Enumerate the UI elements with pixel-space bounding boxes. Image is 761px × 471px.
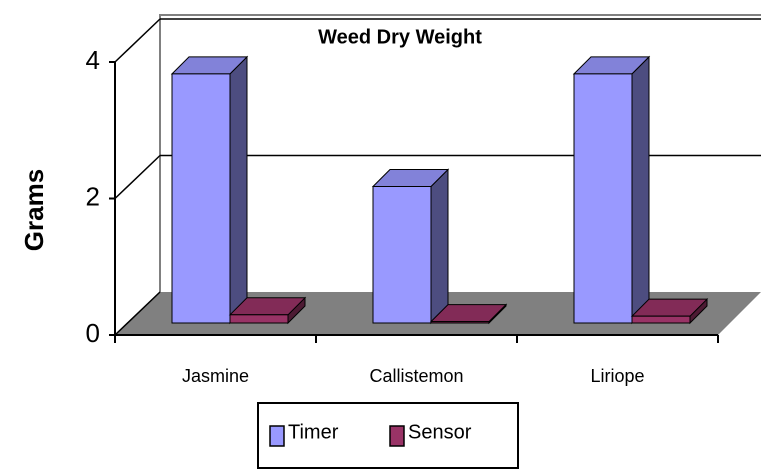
bar <box>371 168 450 325</box>
legend <box>257 402 519 469</box>
bar-front <box>631 315 691 324</box>
y-tick-label: 0 <box>86 318 100 348</box>
y-tick-label: 4 <box>86 45 100 75</box>
x-tick-label: Liriope <box>590 366 644 386</box>
legend-swatch <box>269 425 285 447</box>
legend-label: Sensor <box>408 421 472 443</box>
grid-diagonal <box>114 154 161 200</box>
bar-side <box>631 55 650 325</box>
grid-diagonal <box>114 18 161 63</box>
bar-front <box>171 73 231 324</box>
x-tick-label: Jasmine <box>182 366 249 386</box>
legend-label: Timer <box>288 421 339 443</box>
bar <box>429 303 508 325</box>
bar-front <box>372 186 432 324</box>
legend-swatch <box>389 425 405 447</box>
y-axis-label: Grams <box>19 169 49 251</box>
bar <box>228 296 307 325</box>
bar-side <box>430 168 449 325</box>
back-wall <box>159 14 761 292</box>
grid-diagonal <box>114 291 161 336</box>
chart-title: Weed Dry Weight <box>318 26 482 48</box>
bar-front <box>430 321 490 324</box>
bar-front <box>229 314 289 324</box>
x-tick-label: Callistemon <box>369 366 463 386</box>
bar-side <box>229 55 248 325</box>
y-tick-label: 2 <box>86 181 100 211</box>
bar-front <box>573 73 633 324</box>
bar <box>630 297 709 325</box>
bar <box>170 55 249 325</box>
bar <box>572 55 651 325</box>
